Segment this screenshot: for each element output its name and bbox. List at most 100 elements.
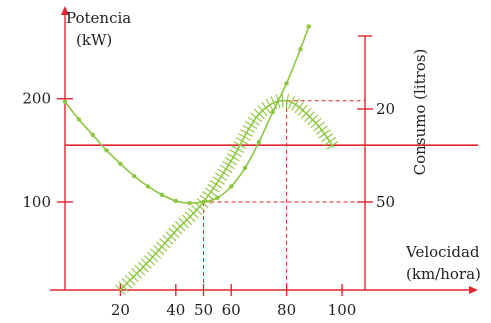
y-left-tick-label-200: 200 bbox=[22, 90, 51, 108]
hatch-mark bbox=[147, 251, 159, 263]
series-hatched-curve-line bbox=[119, 99, 335, 291]
hatch-mark bbox=[165, 231, 177, 242]
y-axis-left-label-line-2: (kW) bbox=[76, 31, 112, 49]
y-axis-left-label-line-1: Potencia bbox=[66, 9, 131, 27]
data-point-20 bbox=[118, 161, 123, 166]
hatch-mark bbox=[196, 198, 209, 208]
x-tick-label-60: 60 bbox=[222, 301, 241, 319]
hatch-mark bbox=[128, 271, 139, 283]
data-point-0 bbox=[62, 99, 68, 104]
hatch-mark bbox=[288, 95, 296, 109]
hatch-mark bbox=[121, 277, 133, 289]
hatch-mark bbox=[159, 238, 171, 249]
hatch-mark bbox=[315, 125, 328, 135]
hatch-mark bbox=[144, 255, 156, 266]
y-right-tick-label-20: 20 bbox=[376, 100, 395, 118]
axes-layer: 20 40 50 60 80 100 100 200 50 20 bbox=[22, 6, 478, 319]
hatch-mark bbox=[134, 265, 146, 276]
hatch-mark bbox=[250, 112, 263, 123]
series-dotted-line bbox=[64, 26, 310, 204]
hatch-mark bbox=[171, 224, 183, 235]
hatch-mark bbox=[174, 220, 186, 232]
hatch-mark bbox=[209, 180, 223, 189]
data-point-35 bbox=[159, 192, 165, 197]
hatch-mark bbox=[261, 101, 271, 114]
guides-layer bbox=[65, 100, 478, 290]
hatch-mark bbox=[265, 98, 274, 112]
hatch-mark bbox=[214, 172, 228, 181]
hatch-mark bbox=[181, 214, 193, 226]
data-point-88 bbox=[306, 24, 311, 29]
data-point-85 bbox=[298, 46, 303, 52]
hatch-mark bbox=[304, 111, 315, 122]
x-axis-label-line-2: (km/hora) bbox=[406, 265, 481, 283]
hatch-mark bbox=[131, 268, 143, 279]
series-2 bbox=[115, 93, 339, 296]
ticks-layer: 20 40 50 60 80 100 100 200 50 20 bbox=[22, 35, 395, 319]
hatch-mark bbox=[188, 208, 199, 219]
labels-layer: Potencia (kW) Consumo (litros) Velocidad… bbox=[66, 9, 481, 283]
hatch-mark bbox=[124, 274, 136, 286]
hatch-mark bbox=[229, 149, 242, 158]
hatch-mark bbox=[115, 284, 126, 296]
hatch-mark bbox=[191, 204, 203, 216]
hatch-mark bbox=[237, 133, 251, 141]
hatch-mark bbox=[310, 117, 322, 129]
hatch-mark bbox=[153, 245, 165, 256]
hatch-mark bbox=[300, 107, 312, 119]
x-axis-arrow bbox=[469, 286, 478, 294]
series-layer bbox=[62, 24, 339, 296]
hatch-mark bbox=[118, 281, 129, 292]
hatch-mark bbox=[162, 234, 174, 245]
hatch-mark bbox=[270, 96, 278, 110]
data-point-75 bbox=[270, 109, 275, 115]
x-tick-label-40: 40 bbox=[166, 301, 185, 319]
data-point-45 bbox=[187, 200, 192, 206]
hatch-mark bbox=[207, 183, 220, 193]
hatch-mark bbox=[233, 141, 247, 149]
hatch-mark bbox=[323, 137, 336, 146]
hatch-mark bbox=[184, 211, 196, 222]
hatch-mark bbox=[137, 261, 149, 273]
data-point-55 bbox=[215, 195, 220, 201]
hatch-mark bbox=[156, 241, 168, 252]
hatch-mark bbox=[318, 129, 331, 139]
hatch-mark bbox=[281, 93, 284, 108]
hatch-mark bbox=[307, 114, 319, 126]
hatch-mark bbox=[313, 121, 325, 132]
hatch-mark bbox=[240, 129, 253, 137]
y-right-tick-label-50: 50 bbox=[376, 193, 395, 211]
hatch-mark bbox=[326, 140, 339, 150]
data-point-80 bbox=[284, 81, 289, 86]
data-point-70 bbox=[256, 139, 262, 145]
x-tick-label-20: 20 bbox=[111, 301, 130, 319]
hatch-mark bbox=[257, 105, 268, 117]
hatch-mark bbox=[285, 93, 290, 108]
hatch-mark bbox=[253, 108, 265, 120]
hatch-mark bbox=[168, 227, 180, 239]
data-point-15 bbox=[104, 148, 109, 153]
x-tick-label-100: 100 bbox=[328, 301, 357, 319]
y-left-tick-label-100: 100 bbox=[22, 193, 51, 211]
hatch-mark bbox=[297, 104, 308, 116]
hatch-mark bbox=[231, 145, 245, 154]
hatch-mark bbox=[222, 160, 235, 170]
hatch-mark bbox=[275, 94, 281, 109]
hatch-mark bbox=[235, 137, 249, 145]
hatch-mark bbox=[140, 258, 152, 269]
data-point-40 bbox=[173, 198, 178, 204]
hatch-mark bbox=[224, 156, 238, 166]
hatch-mark bbox=[217, 168, 230, 178]
y-axis-right-label: Consumo (litros) bbox=[411, 49, 429, 176]
hatch-mark bbox=[244, 120, 258, 130]
hatch-mark bbox=[321, 133, 334, 143]
series-1 bbox=[62, 24, 311, 206]
y-axis-left-arrow bbox=[61, 6, 69, 15]
hatch-mark bbox=[202, 191, 215, 201]
hatch-mark bbox=[204, 187, 217, 197]
data-point-30 bbox=[145, 184, 151, 189]
x-tick-label-50: 50 bbox=[194, 301, 213, 319]
hatch-mark bbox=[219, 164, 233, 174]
hatch-mark bbox=[212, 176, 225, 185]
hatch-mark bbox=[242, 124, 256, 133]
